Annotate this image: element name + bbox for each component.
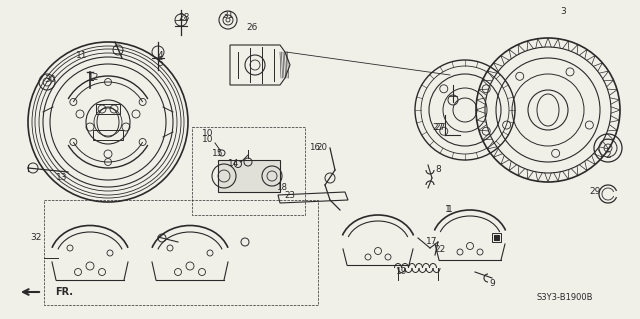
Text: 27: 27 [435, 123, 445, 132]
Text: 18: 18 [276, 182, 287, 191]
Text: 23: 23 [285, 191, 296, 201]
Text: 19: 19 [396, 268, 408, 277]
Text: S3Y3-B1900B: S3Y3-B1900B [537, 293, 593, 302]
Text: 1: 1 [445, 205, 451, 214]
Text: 13: 13 [56, 174, 68, 182]
Text: 16: 16 [310, 144, 321, 152]
Text: 30: 30 [44, 76, 56, 85]
Text: 26: 26 [246, 24, 258, 33]
Text: 3: 3 [560, 8, 566, 17]
Text: 20: 20 [317, 144, 328, 152]
Text: 17: 17 [426, 238, 438, 247]
Text: 10: 10 [202, 136, 214, 145]
Text: 29: 29 [589, 188, 601, 197]
Text: 1: 1 [447, 205, 453, 214]
Text: 32: 32 [30, 233, 42, 241]
Text: 9: 9 [489, 278, 495, 287]
Text: 11: 11 [76, 50, 88, 60]
Bar [93, 130, 123, 140]
Text: 15: 15 [212, 149, 224, 158]
Bar [494, 235, 499, 240]
Bar [492, 233, 501, 242]
Text: 5: 5 [157, 58, 163, 68]
Bar [218, 160, 280, 192]
Text: 22: 22 [435, 246, 445, 255]
Text: 10: 10 [202, 129, 214, 137]
Text: 8: 8 [435, 166, 441, 174]
Bar [96, 104, 120, 114]
Text: 4: 4 [157, 50, 163, 60]
Text: 27: 27 [432, 123, 444, 132]
Text: 14: 14 [228, 159, 240, 167]
Text: 28: 28 [179, 13, 189, 23]
Text: 12: 12 [88, 73, 100, 83]
Text: 2: 2 [605, 151, 611, 160]
Text: 31: 31 [222, 11, 234, 20]
Text: FR.: FR. [55, 287, 73, 297]
